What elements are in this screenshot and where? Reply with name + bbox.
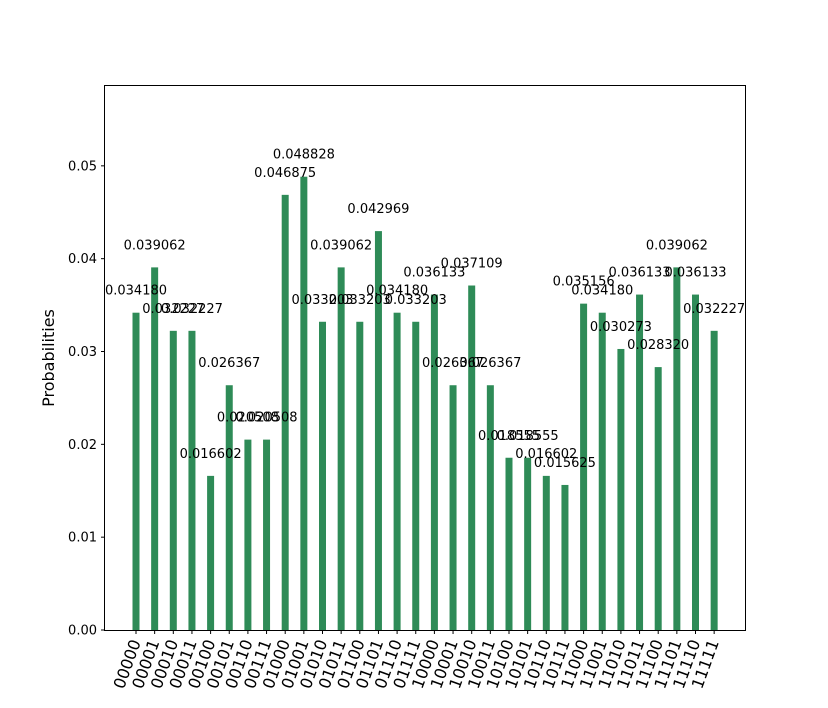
data-label-10010: 0.037109	[441, 257, 503, 272]
plot-frame	[104, 85, 746, 631]
data-label-11010: 0.030273	[590, 320, 652, 335]
data-label-10001: 0.026367	[422, 356, 484, 371]
data-label-11100: 0.028320	[627, 338, 689, 353]
bar-01010	[319, 321, 326, 630]
data-label-00000: 0.034180	[105, 284, 167, 299]
data-label-11110: 0.036133	[664, 266, 726, 281]
bar-11100	[654, 367, 662, 630]
bar-01001	[300, 176, 308, 630]
bar-00101	[225, 385, 233, 630]
bar-00010	[169, 330, 177, 630]
bar-00100	[207, 475, 215, 630]
data-label-01111: 0.033203	[385, 293, 447, 308]
data-label-11001: 0.034180	[571, 284, 633, 299]
bar-01111	[412, 321, 420, 630]
data-label-01100: 0.033203	[329, 293, 391, 308]
y-axis-label: Probabilities	[39, 309, 58, 407]
y-tick-label: 0.01	[68, 531, 97, 546]
data-label-00010: 0.032227	[142, 302, 204, 317]
bar-00000	[132, 312, 140, 630]
data-label-00001: 0.039062	[124, 238, 186, 253]
x-axis: 0000000001000100001100100001010011000111…	[109, 630, 723, 691]
bar-01110	[393, 312, 401, 630]
data-label-01010: 0.033203	[291, 293, 353, 308]
bar-10010	[468, 285, 476, 630]
y-tick-label: 0.00	[68, 624, 97, 639]
data-label-11000: 0.035156	[553, 275, 615, 290]
data-label-10011: 0.026367	[459, 356, 521, 371]
bar-01011	[337, 267, 345, 630]
y-axis: 0.00 0.01 0.02 0.03 0.04 0.05	[68, 159, 105, 639]
bar-01000	[281, 194, 289, 630]
bar-11111	[710, 330, 718, 630]
bar-01100	[356, 321, 364, 630]
data-label-01000: 0.046875	[254, 166, 316, 181]
bar-10101	[524, 457, 532, 630]
data-label-11101: 0.039062	[646, 238, 708, 253]
data-label-01101: 0.042969	[347, 202, 409, 217]
bar-00001	[151, 267, 159, 630]
data-label-10000: 0.036133	[403, 266, 465, 281]
bar-10111	[561, 484, 569, 630]
data-label-00111: 0.020508	[236, 411, 298, 426]
bar-10001	[449, 385, 457, 630]
data-label-10111: 0.015625	[534, 456, 596, 471]
bars-group	[132, 176, 718, 631]
y-tick-label: 0.05	[68, 159, 97, 174]
bar-11010	[617, 348, 625, 630]
data-label-11011: 0.036133	[609, 266, 671, 281]
bar-10100	[505, 457, 513, 630]
data-label-00101: 0.026367	[198, 356, 260, 371]
bar-10011	[486, 385, 494, 630]
bar-11001	[598, 312, 606, 630]
data-label-01011: 0.039062	[310, 238, 372, 253]
data-labels-group: 0.0341800.0390620.0322270.0322270.016602…	[105, 148, 745, 471]
data-label-01110: 0.034180	[366, 284, 428, 299]
y-tick-label: 0.02	[68, 438, 97, 453]
bar-11101	[673, 267, 681, 630]
data-label-11111: 0.032227	[683, 302, 745, 317]
bar-10000	[430, 294, 438, 630]
bar-00110	[244, 439, 252, 630]
data-label-10110: 0.016602	[515, 447, 577, 462]
data-label-00110: 0.020508	[217, 411, 279, 426]
bar-00011	[188, 330, 196, 630]
data-label-10100: 0.018555	[478, 429, 540, 444]
y-tick-label: 0.03	[68, 345, 97, 360]
bar-01101	[374, 231, 382, 631]
bar-00111	[263, 439, 271, 630]
y-tick-label: 0.04	[68, 252, 97, 267]
data-label-10101: 0.018555	[497, 429, 559, 444]
bar-10110	[542, 475, 550, 630]
bar-11110	[692, 294, 699, 630]
data-label-00100: 0.016602	[180, 447, 242, 462]
data-label-00011: 0.032227	[161, 302, 223, 317]
data-label-01001: 0.048828	[273, 148, 335, 163]
bar-11011	[636, 294, 644, 630]
bar-11000	[580, 303, 588, 630]
